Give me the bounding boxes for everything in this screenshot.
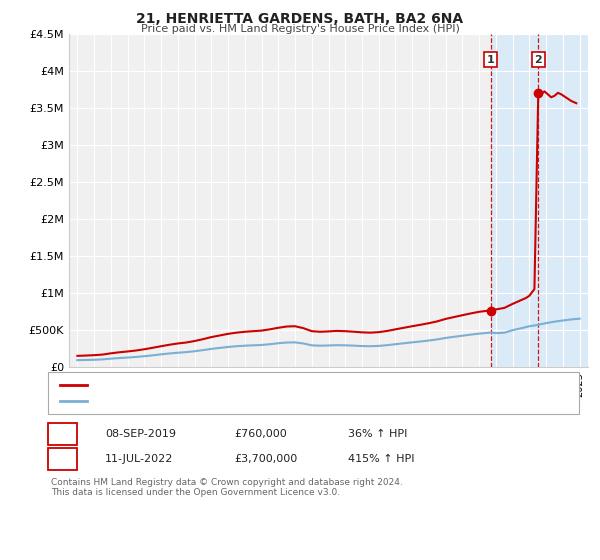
Text: 21, HENRIETTA GARDENS, BATH, BA2 6NA (detached house): 21, HENRIETTA GARDENS, BATH, BA2 6NA (de… — [93, 380, 406, 390]
Text: 415% ↑ HPI: 415% ↑ HPI — [348, 454, 415, 464]
Text: 1: 1 — [487, 54, 494, 64]
Text: HPI: Average price, detached house, Bath and North East Somerset: HPI: Average price, detached house, Bath… — [93, 396, 445, 407]
Text: 36% ↑ HPI: 36% ↑ HPI — [348, 429, 407, 439]
Text: 08-SEP-2019: 08-SEP-2019 — [105, 429, 176, 439]
Text: Price paid vs. HM Land Registry's House Price Index (HPI): Price paid vs. HM Land Registry's House … — [140, 24, 460, 34]
Text: 1: 1 — [59, 429, 66, 439]
Text: 11-JUL-2022: 11-JUL-2022 — [105, 454, 173, 464]
Text: This data is licensed under the Open Government Licence v3.0.: This data is licensed under the Open Gov… — [51, 488, 340, 497]
Text: Contains HM Land Registry data © Crown copyright and database right 2024.: Contains HM Land Registry data © Crown c… — [51, 478, 403, 487]
Text: 2: 2 — [59, 454, 66, 464]
Text: £3,700,000: £3,700,000 — [234, 454, 297, 464]
Bar — [491, 34, 588, 367]
Text: 2: 2 — [535, 54, 542, 64]
Text: 21, HENRIETTA GARDENS, BATH, BA2 6NA: 21, HENRIETTA GARDENS, BATH, BA2 6NA — [136, 12, 464, 26]
Text: £760,000: £760,000 — [234, 429, 287, 439]
